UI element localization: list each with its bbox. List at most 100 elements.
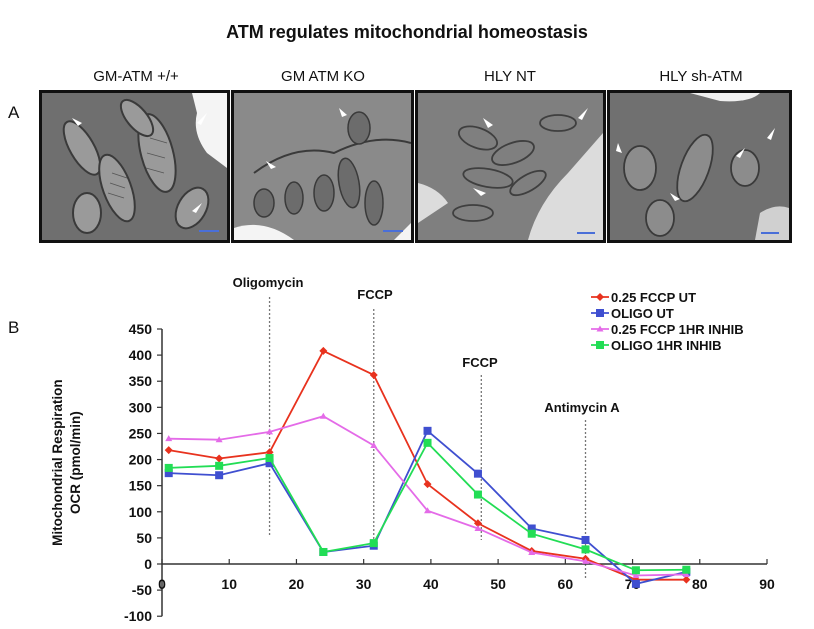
data-point (319, 346, 328, 355)
legend-label: 0.25 FCCP UT (611, 290, 696, 305)
y-tick-label: 0 (144, 556, 152, 572)
legend-label: OLIGO 1HR INHIB (611, 338, 722, 353)
data-point (527, 524, 536, 533)
legend-item: OLIGO 1HR INHIB (591, 338, 722, 353)
y-tick-label: 300 (129, 399, 153, 415)
y-tick-label: 400 (129, 347, 153, 363)
data-point (596, 341, 604, 349)
data-point (581, 545, 590, 554)
data-point (164, 469, 173, 478)
data-point (423, 426, 432, 435)
y-axis-label: Mitochondrial Respiration OCR (pmol/min) (50, 379, 83, 546)
x-tick-label: 80 (692, 576, 708, 592)
data-point (424, 507, 432, 514)
data-point (473, 469, 482, 478)
scale-bar (199, 230, 219, 232)
data-point (581, 535, 590, 544)
annotation-label: FCCP (462, 355, 498, 370)
series-0-25-fccp-1hr-inhib (165, 412, 690, 578)
scale-bar (383, 230, 403, 232)
y-tick-label: -100 (124, 608, 152, 624)
data-point (164, 463, 173, 472)
data-point (215, 454, 224, 463)
data-point (215, 436, 223, 443)
x-tick-label: 40 (423, 576, 439, 592)
data-point (215, 461, 224, 470)
legend-item: OLIGO UT (591, 306, 674, 321)
scale-bar (761, 232, 779, 234)
y-tick-label: 200 (129, 452, 153, 468)
legend-label: 0.25 FCCP 1HR INHIB (611, 322, 744, 337)
x-tick-label: 0 (158, 576, 166, 592)
series-0-25-fccp-ut (164, 346, 691, 584)
data-point (528, 549, 536, 556)
data-point (319, 412, 327, 419)
data-point (215, 471, 224, 480)
data-point (582, 557, 589, 564)
data-point (370, 441, 378, 448)
scale-bar (577, 232, 595, 234)
data-point (596, 293, 604, 301)
x-tick-label: 50 (490, 576, 506, 592)
data-point (265, 459, 274, 468)
data-point (632, 571, 640, 578)
figure-title: ATM regulates mitochondrial homeostasis (226, 22, 588, 42)
legend-label: OLIGO UT (611, 306, 674, 321)
data-point (265, 453, 274, 462)
y-tick-label: 50 (136, 530, 152, 546)
em-label-gm-atm-ko: GM ATM KO (281, 68, 365, 85)
data-point (682, 575, 691, 584)
y-axis-label-line: Mitochondrial Respiration (50, 379, 65, 546)
em-image-hly-sh-atm (607, 90, 792, 243)
annotation-label: FCCP (357, 287, 393, 302)
data-point (319, 547, 328, 556)
axes: -100 -50 0 50 100 150 200 250 300 350 400 450 0 10 20 3… (124, 321, 775, 624)
data-point (631, 579, 640, 588)
em-image-hly-nt (415, 90, 606, 243)
data-point (682, 565, 691, 574)
em-image-gm-atm-wt (39, 90, 230, 243)
series-layer (164, 346, 691, 588)
em-label-hly-nt: HLY NT (484, 68, 536, 85)
data-point (369, 539, 378, 548)
em-label-hly-sh-atm: HLY sh-ATM (659, 68, 743, 85)
x-tick-label: 60 (558, 576, 574, 592)
panel-a-label: A (8, 103, 20, 122)
x-tick-label: 20 (289, 576, 305, 592)
x-tick-label: 10 (221, 576, 237, 592)
data-point (423, 480, 432, 489)
y-tick-label: 450 (129, 321, 153, 337)
data-point (266, 428, 274, 435)
x-tick-label: 30 (356, 576, 372, 592)
legend-item: 0.25 FCCP UT (591, 290, 696, 305)
em-label-gm-atm-wt: GM-ATM +/+ (93, 68, 179, 85)
x-tick-label: 90 (759, 576, 775, 592)
y-tick-label: 100 (129, 504, 153, 520)
y-tick-label: 250 (129, 425, 153, 441)
annotation-label: Antimycin A (544, 400, 620, 415)
data-point (631, 566, 640, 575)
data-point (473, 490, 482, 499)
data-point (596, 309, 604, 317)
data-point (682, 570, 690, 577)
series-line (168, 349, 687, 581)
data-point (369, 370, 378, 379)
annotation-label: Oligomycin (233, 275, 304, 290)
em-image-gm-atm-ko (231, 90, 414, 243)
ocr-line-chart: Mitochondrial Respiration OCR (pmol/min) … (50, 275, 775, 624)
legend-item: 0.25 FCCP 1HR INHIB (591, 322, 744, 337)
data-point (474, 524, 482, 531)
data-point (527, 529, 536, 538)
y-tick-label: -50 (132, 582, 152, 598)
series-line (168, 441, 687, 572)
data-point (423, 438, 432, 447)
panel-b-label: B (8, 318, 20, 337)
data-point (596, 325, 604, 332)
y-axis-label-line: OCR (pmol/min) (68, 411, 83, 514)
data-point (165, 435, 173, 442)
y-tick-label: 150 (129, 478, 153, 494)
data-point (473, 519, 482, 528)
data-point (164, 446, 173, 455)
series-oligo-1hr-inhib (164, 438, 691, 575)
